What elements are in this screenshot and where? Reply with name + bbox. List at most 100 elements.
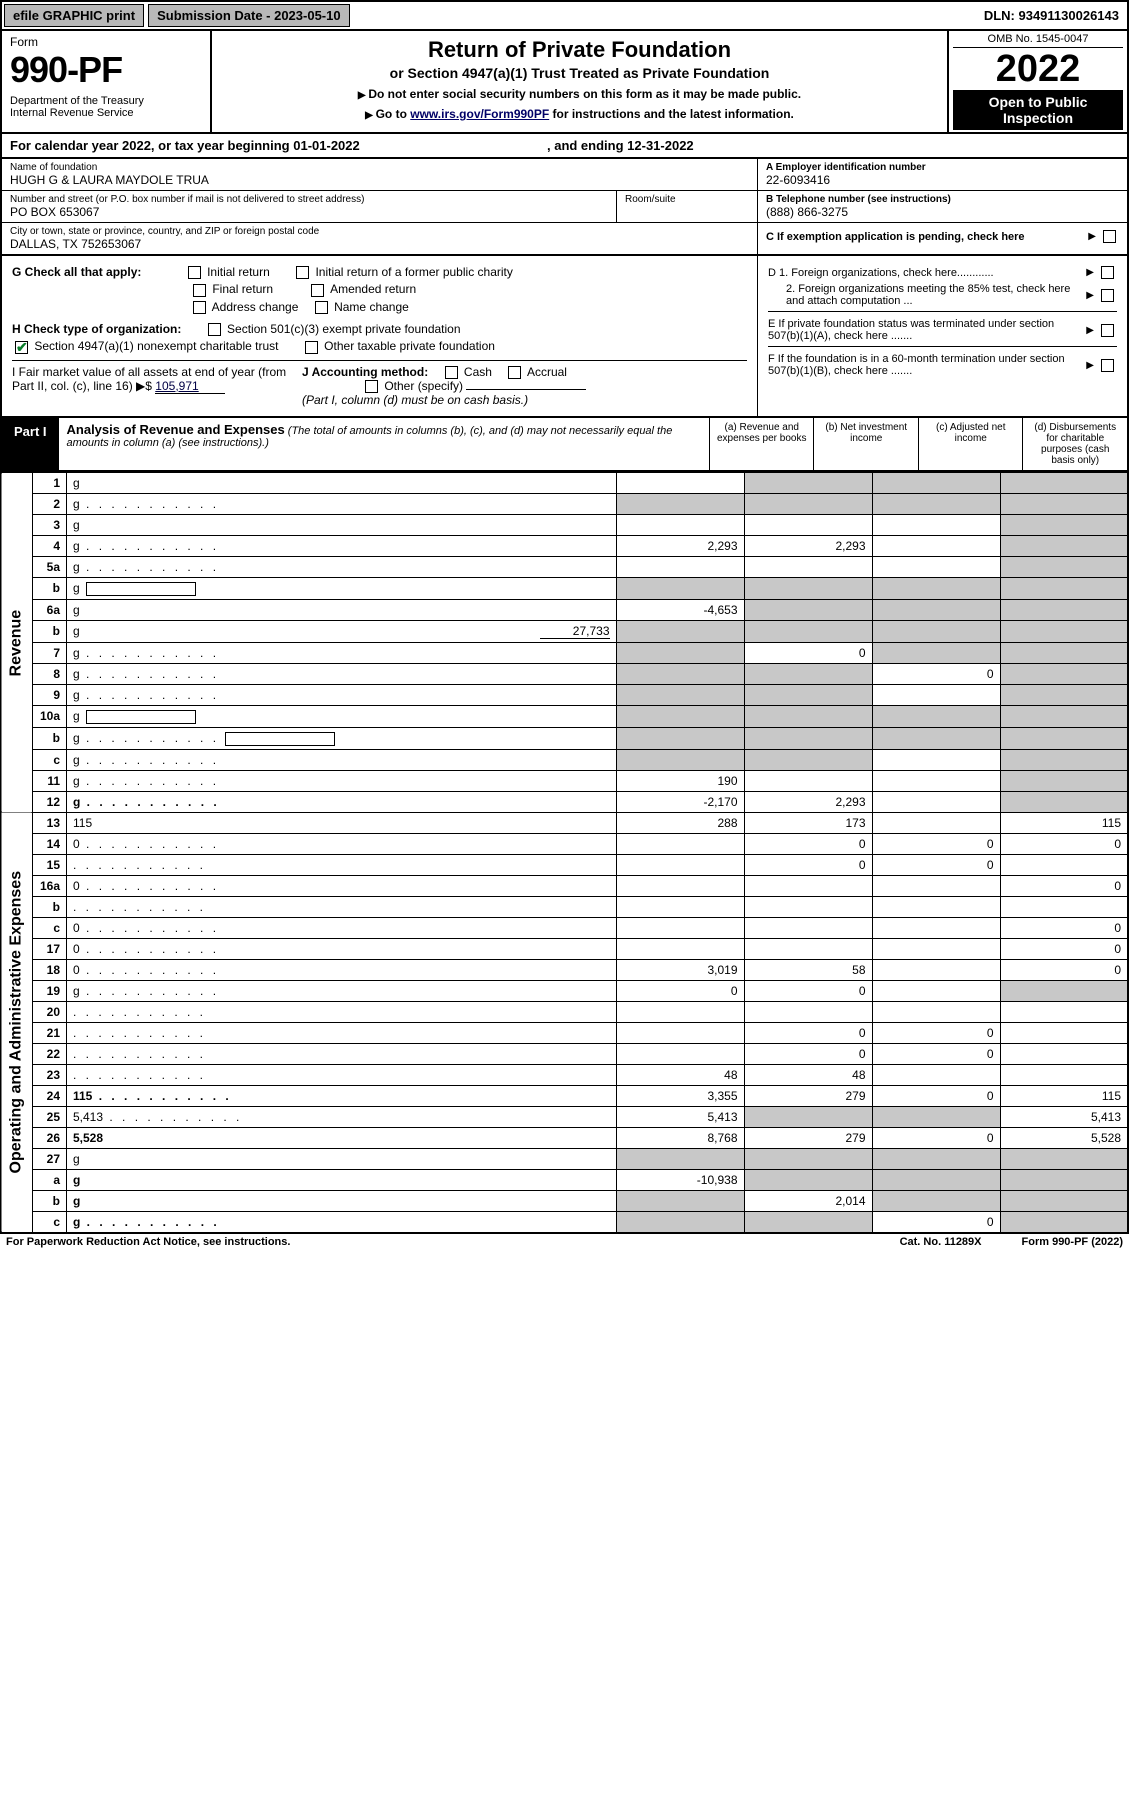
- line-number: 11: [33, 770, 67, 791]
- g-name-checkbox[interactable]: [315, 301, 328, 314]
- checks-right: D 1. Foreign organizations, check here..…: [757, 256, 1127, 416]
- line-number: 23: [33, 1064, 67, 1085]
- g-opt-1: Initial return of a former public charit…: [315, 265, 512, 279]
- address-row: Number and street (or P.O. box number if…: [2, 191, 757, 223]
- d1-row: D 1. Foreign organizations, check here..…: [768, 266, 1117, 279]
- table-row: 11g190: [1, 770, 1128, 791]
- g-opt-2: Final return: [212, 282, 273, 296]
- room-suite: Room/suite: [617, 191, 757, 222]
- meta-right: A Employer identification number 22-6093…: [757, 159, 1127, 254]
- h-501c3-checkbox[interactable]: [208, 323, 221, 336]
- tel-row: B Telephone number (see instructions) (8…: [758, 191, 1127, 223]
- part1-header: Part I Analysis of Revenue and Expenses …: [0, 418, 1129, 472]
- line-desc: g: [67, 1190, 617, 1211]
- line-number: 5a: [33, 557, 67, 578]
- line-desc: g: [67, 685, 617, 706]
- line-desc: g: [67, 1169, 617, 1190]
- h-opt-2: Other taxable private foundation: [324, 339, 495, 353]
- line-desc: g: [67, 473, 617, 494]
- line-number: b: [33, 578, 67, 600]
- arrow-icon: ▶: [1086, 360, 1094, 371]
- j-accrual-checkbox[interactable]: [508, 366, 521, 379]
- meta-block: Name of foundation HUGH G & LAURA MAYDOL…: [0, 159, 1129, 256]
- footer: For Paperwork Reduction Act Notice, see …: [0, 1234, 1129, 1250]
- e-checkbox[interactable]: [1101, 324, 1114, 337]
- g-initial-checkbox[interactable]: [188, 266, 201, 279]
- table-row: 255,4135,4135,413: [1, 1106, 1128, 1127]
- table-row: 265,5288,76827905,528: [1, 1127, 1128, 1148]
- line-number: 14: [33, 833, 67, 854]
- omb: OMB No. 1545-0047: [953, 33, 1123, 48]
- j-cash-checkbox[interactable]: [445, 366, 458, 379]
- i-value[interactable]: 105,971: [155, 379, 225, 394]
- form-number: 990-PF: [10, 49, 202, 91]
- table-row: 10ag: [1, 706, 1128, 728]
- line-desc: g: [67, 557, 617, 578]
- table-row: ag-10,938: [1, 1169, 1128, 1190]
- line-number: 20: [33, 1001, 67, 1022]
- tel-value: (888) 866-3275: [766, 205, 1119, 219]
- line-number: 19: [33, 980, 67, 1001]
- foundation-name: HUGH G & LAURA MAYDOLE TRUA: [10, 173, 749, 187]
- h-4947-checkbox[interactable]: [15, 341, 28, 354]
- h-other-checkbox[interactable]: [305, 341, 318, 354]
- c-checkbox[interactable]: [1103, 230, 1116, 243]
- line-number: 17: [33, 938, 67, 959]
- f-checkbox[interactable]: [1101, 359, 1114, 372]
- irs-link[interactable]: www.irs.gov/Form990PF: [410, 107, 549, 121]
- line-number: 18: [33, 959, 67, 980]
- note-link: Go to www.irs.gov/Form990PF for instruct…: [222, 107, 937, 121]
- line-desc: [67, 896, 617, 917]
- line-number: b: [33, 1190, 67, 1211]
- table-row: c00: [1, 917, 1128, 938]
- line-number: 24: [33, 1085, 67, 1106]
- line-desc: [67, 1022, 617, 1043]
- efile-button[interactable]: efile GRAPHIC print: [4, 4, 144, 27]
- d2-checkbox[interactable]: [1101, 289, 1114, 302]
- line-desc: g: [67, 515, 617, 536]
- g-former-checkbox[interactable]: [296, 266, 309, 279]
- i-block: I Fair market value of all assets at end…: [12, 365, 302, 408]
- line-number: b: [33, 896, 67, 917]
- table-row: bg: [1, 578, 1128, 600]
- line-number: a: [33, 1169, 67, 1190]
- meta-left: Name of foundation HUGH G & LAURA MAYDOL…: [2, 159, 757, 254]
- g-final-checkbox[interactable]: [193, 284, 206, 297]
- cal-end: 12-31-2022: [627, 138, 694, 153]
- line-number: 21: [33, 1022, 67, 1043]
- form-number-block: Form 990-PF Department of the Treasury I…: [2, 31, 212, 132]
- j-other-checkbox[interactable]: [365, 380, 378, 393]
- footer-mid: Cat. No. 11289X: [900, 1236, 982, 1248]
- table-row: Operating and Administrative Expenses131…: [1, 812, 1128, 833]
- table-row: cg0: [1, 1211, 1128, 1233]
- j-opt-0: Cash: [464, 365, 492, 379]
- g-amended-checkbox[interactable]: [311, 284, 324, 297]
- line-number: c: [33, 749, 67, 770]
- line-desc: [67, 1064, 617, 1085]
- line-number: 3: [33, 515, 67, 536]
- line-desc: g: [67, 706, 617, 728]
- line-number: 4: [33, 536, 67, 557]
- dln: DLN: 93491130026143: [976, 5, 1127, 26]
- line-desc: 115: [67, 1085, 617, 1106]
- c-text: C If exemption application is pending, c…: [766, 231, 1084, 243]
- line-number: 25: [33, 1106, 67, 1127]
- footer-left: For Paperwork Reduction Act Notice, see …: [6, 1236, 290, 1248]
- line-desc: 0: [67, 875, 617, 896]
- d1-text: D 1. Foreign organizations, check here..…: [768, 267, 1082, 279]
- d1-checkbox[interactable]: [1101, 266, 1114, 279]
- col-a-hdr: (a) Revenue and expenses per books: [709, 418, 814, 470]
- h-label: H Check type of organization:: [12, 322, 181, 336]
- table-row: 4g2,2932,293: [1, 536, 1128, 557]
- part1-table: Revenue1g2g3g4g2,2932,2935agbg6ag-4,653b…: [0, 472, 1129, 1233]
- line-desc: [67, 854, 617, 875]
- line-desc: g: [67, 536, 617, 557]
- e-text: E If private foundation status was termi…: [768, 318, 1082, 342]
- city-row: City or town, state or province, country…: [2, 223, 757, 254]
- j-note: (Part I, column (d) must be on cash basi…: [302, 393, 586, 407]
- note-ssn: Do not enter social security numbers on …: [222, 87, 937, 101]
- line-desc: g27,733: [67, 621, 617, 643]
- c-row: C If exemption application is pending, c…: [758, 227, 1127, 246]
- g-address-checkbox[interactable]: [193, 301, 206, 314]
- table-row: 16a00: [1, 875, 1128, 896]
